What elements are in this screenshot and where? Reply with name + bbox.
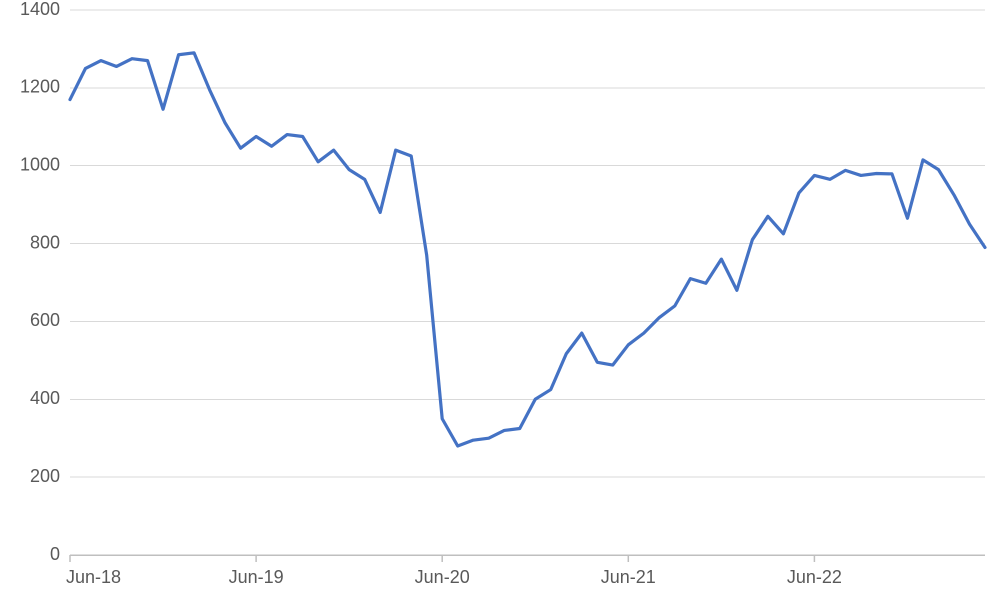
y-tick-label: 1200 — [20, 77, 60, 97]
x-tick-label: Jun-18 — [66, 567, 121, 587]
y-tick-label: 800 — [30, 232, 60, 252]
y-tick-label: 400 — [30, 388, 60, 408]
line-chart: 0 200 400 600 800 1000 1200 1400 Jun-18 Jun-19 Jun… — [0, 0, 1000, 600]
x-tick-label: Jun-22 — [787, 567, 842, 587]
y-tick-label: 1400 — [20, 0, 60, 19]
y-tick-label: 600 — [30, 310, 60, 330]
x-tick-label: Jun-20 — [415, 567, 470, 587]
x-tick-label: Jun-21 — [601, 567, 656, 587]
chart-background — [0, 0, 1000, 600]
y-tick-label: 200 — [30, 466, 60, 486]
x-tick-label: Jun-19 — [229, 567, 284, 587]
y-tick-label: 0 — [50, 544, 60, 564]
chart-svg: 0 200 400 600 800 1000 1200 1400 Jun-18 Jun-19 Jun… — [0, 0, 1000, 600]
y-tick-label: 1000 — [20, 154, 60, 174]
